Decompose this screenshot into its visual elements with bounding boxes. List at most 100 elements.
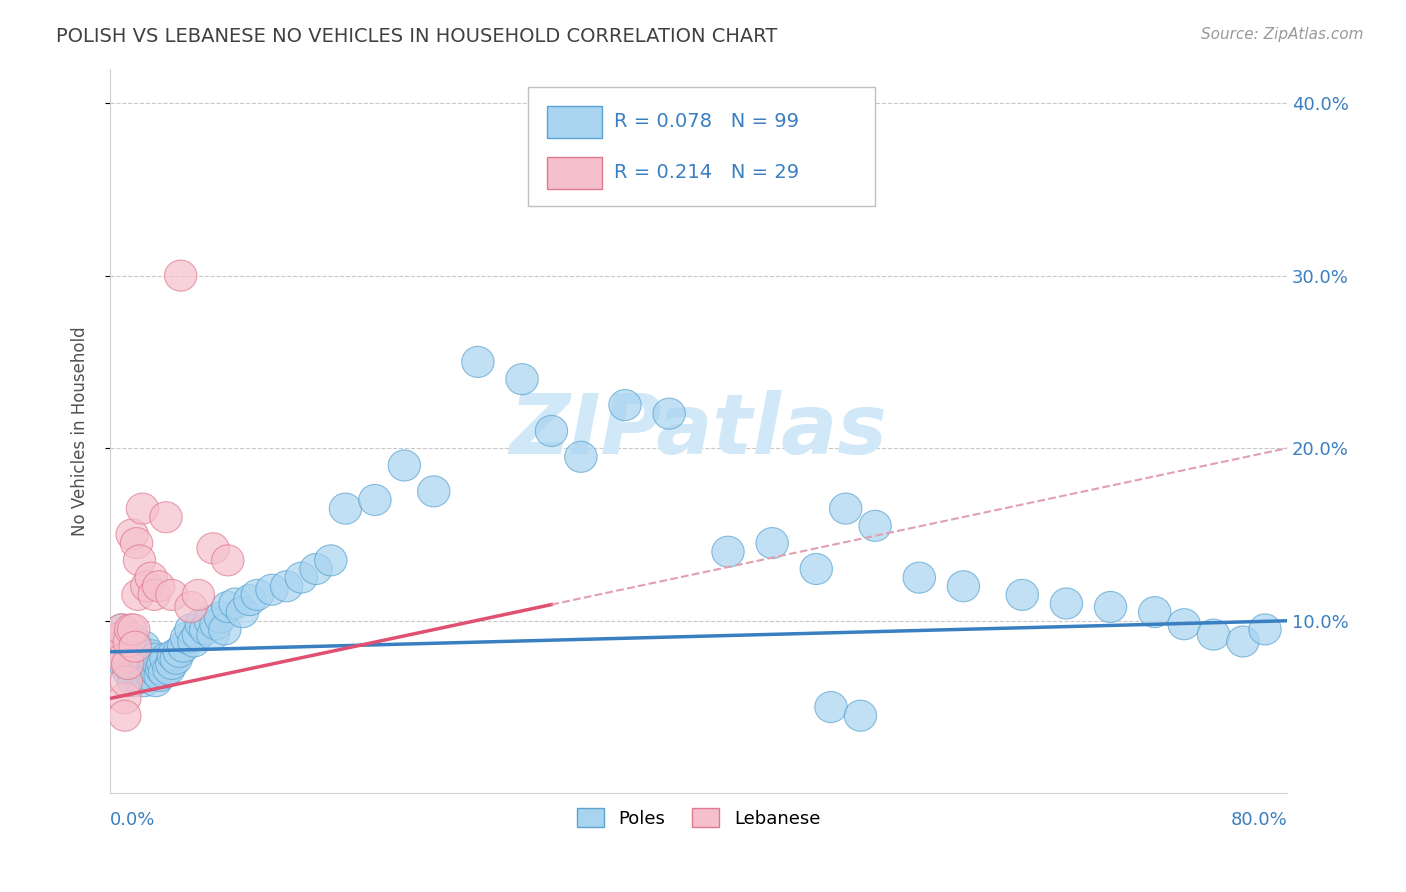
Ellipse shape [110, 643, 142, 674]
Ellipse shape [101, 632, 134, 662]
Ellipse shape [145, 654, 177, 685]
Ellipse shape [142, 648, 174, 680]
Ellipse shape [652, 398, 685, 429]
Ellipse shape [101, 636, 134, 667]
Ellipse shape [121, 527, 153, 558]
Ellipse shape [536, 416, 568, 447]
Ellipse shape [1094, 591, 1126, 623]
Ellipse shape [160, 643, 193, 674]
Ellipse shape [111, 636, 143, 667]
Ellipse shape [124, 636, 156, 667]
Ellipse shape [114, 647, 146, 678]
Ellipse shape [194, 606, 226, 636]
Ellipse shape [122, 643, 155, 674]
Text: POLISH VS LEBANESE NO VEHICLES IN HOUSEHOLD CORRELATION CHART: POLISH VS LEBANESE NO VEHICLES IN HOUSEH… [56, 27, 778, 45]
Ellipse shape [103, 623, 135, 654]
Ellipse shape [150, 643, 183, 674]
Ellipse shape [200, 608, 232, 640]
Ellipse shape [115, 623, 148, 654]
Ellipse shape [256, 574, 288, 606]
Ellipse shape [359, 484, 391, 516]
Ellipse shape [174, 591, 207, 623]
Ellipse shape [170, 623, 202, 654]
Ellipse shape [121, 632, 153, 662]
Legend: Poles, Lebanese: Poles, Lebanese [569, 801, 828, 835]
Ellipse shape [136, 660, 169, 691]
Text: Source: ZipAtlas.com: Source: ZipAtlas.com [1201, 27, 1364, 42]
Ellipse shape [211, 591, 245, 623]
Ellipse shape [1249, 614, 1281, 645]
Ellipse shape [120, 660, 152, 691]
Ellipse shape [1198, 619, 1230, 650]
Ellipse shape [711, 536, 744, 567]
Ellipse shape [128, 665, 160, 697]
Text: ZIPatlas: ZIPatlas [509, 391, 887, 472]
Ellipse shape [131, 660, 163, 691]
Ellipse shape [128, 632, 160, 662]
Ellipse shape [120, 640, 152, 671]
Ellipse shape [129, 654, 162, 685]
Ellipse shape [204, 602, 236, 632]
Ellipse shape [177, 626, 209, 657]
Ellipse shape [285, 562, 318, 593]
Ellipse shape [141, 657, 173, 688]
Ellipse shape [1227, 626, 1260, 657]
Ellipse shape [138, 579, 170, 610]
FancyBboxPatch shape [547, 106, 602, 138]
Ellipse shape [138, 643, 170, 674]
Ellipse shape [108, 648, 141, 680]
Ellipse shape [153, 654, 186, 685]
Ellipse shape [197, 619, 229, 650]
Ellipse shape [135, 562, 167, 593]
Ellipse shape [315, 545, 347, 576]
Ellipse shape [127, 640, 159, 671]
Ellipse shape [127, 657, 159, 688]
Ellipse shape [108, 700, 141, 731]
Ellipse shape [124, 660, 156, 691]
Ellipse shape [115, 519, 148, 550]
Text: 80.0%: 80.0% [1230, 812, 1286, 830]
Ellipse shape [506, 364, 538, 394]
Ellipse shape [138, 654, 170, 685]
Ellipse shape [122, 579, 155, 610]
Ellipse shape [146, 648, 179, 680]
Ellipse shape [800, 553, 832, 584]
Ellipse shape [233, 584, 266, 615]
Ellipse shape [121, 654, 153, 685]
Ellipse shape [388, 450, 420, 481]
Ellipse shape [609, 390, 641, 421]
Ellipse shape [174, 614, 207, 645]
Ellipse shape [183, 619, 215, 650]
Y-axis label: No Vehicles in Household: No Vehicles in Household [72, 326, 89, 536]
Ellipse shape [150, 501, 183, 533]
Ellipse shape [108, 632, 141, 662]
Ellipse shape [135, 640, 167, 671]
Ellipse shape [859, 510, 891, 541]
Ellipse shape [756, 527, 789, 558]
Ellipse shape [167, 632, 200, 662]
Ellipse shape [131, 571, 163, 602]
Ellipse shape [183, 579, 215, 610]
Ellipse shape [118, 614, 150, 645]
Ellipse shape [208, 614, 240, 645]
Ellipse shape [118, 643, 150, 674]
Ellipse shape [110, 665, 142, 697]
Ellipse shape [219, 588, 252, 619]
Ellipse shape [104, 632, 136, 662]
Ellipse shape [107, 640, 139, 671]
Ellipse shape [148, 657, 181, 688]
Text: 0.0%: 0.0% [110, 812, 156, 830]
Ellipse shape [565, 442, 598, 473]
Ellipse shape [165, 260, 197, 291]
Ellipse shape [197, 533, 229, 564]
Ellipse shape [156, 648, 188, 680]
Ellipse shape [112, 657, 145, 688]
Ellipse shape [125, 648, 157, 680]
Ellipse shape [270, 571, 302, 602]
Ellipse shape [1139, 597, 1171, 628]
Ellipse shape [112, 626, 145, 657]
Ellipse shape [156, 579, 188, 610]
Ellipse shape [948, 571, 980, 602]
Ellipse shape [131, 643, 163, 674]
Ellipse shape [120, 632, 152, 662]
